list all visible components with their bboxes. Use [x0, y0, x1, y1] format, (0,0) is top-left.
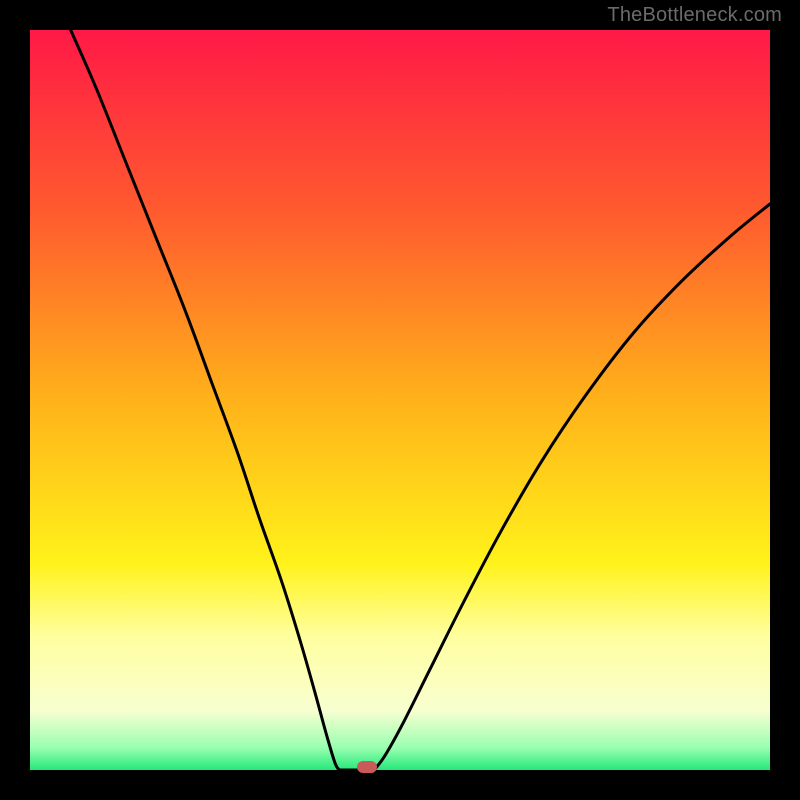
optimal-point-marker: [357, 761, 377, 773]
watermark-text: TheBottleneck.com: [607, 4, 782, 27]
plot-area: [30, 30, 770, 770]
bottleneck-curve: [30, 30, 770, 770]
chart-frame: TheBottleneck.com: [0, 0, 800, 800]
